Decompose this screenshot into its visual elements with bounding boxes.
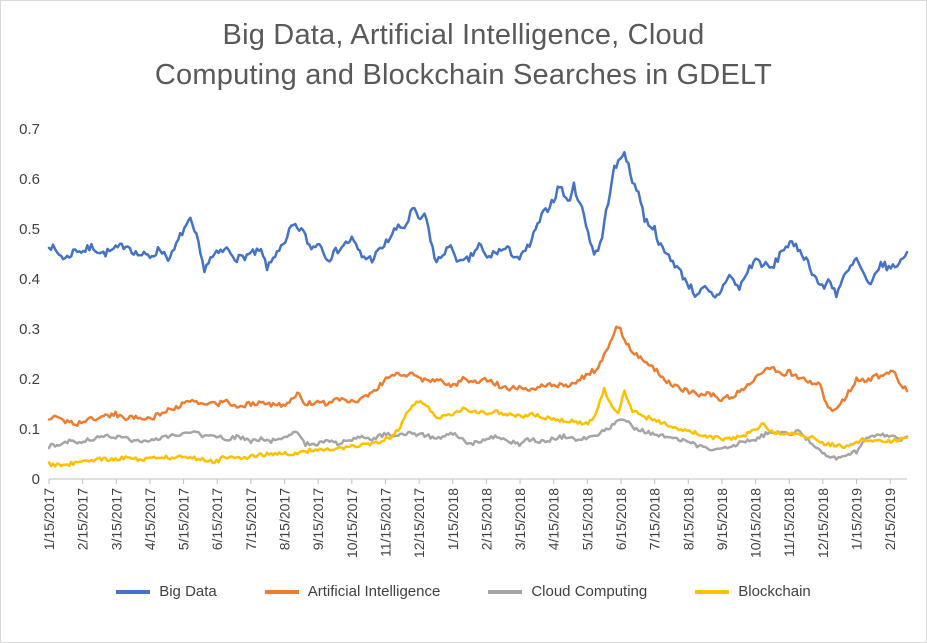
series-line-artificial-intelligence <box>47 325 909 427</box>
x-tick-label: 6/15/2017 <box>209 488 225 550</box>
x-tick-label: 7/15/2017 <box>243 488 259 550</box>
legend-line-swatch <box>488 589 523 594</box>
legend-label: Cloud Computing <box>531 583 648 600</box>
y-tick-label: 0.1 <box>19 421 40 438</box>
y-tick-label: 0.7 <box>19 121 40 138</box>
legend-label: Big Data <box>159 583 217 600</box>
chart-legend: Big Data Artificial Intelligence Cloud Com… <box>1 583 926 600</box>
x-tick-label: 8/15/2017 <box>277 488 293 550</box>
legend-item-cloud-computing: Cloud Computing <box>488 583 647 600</box>
series-line-blockchain <box>47 386 909 468</box>
x-tick-label: 3/15/2018 <box>512 488 528 550</box>
legend-item-blockchain: Blockchain <box>695 583 811 600</box>
legend-line-swatch <box>695 589 730 594</box>
x-tick-label: 9/15/2018 <box>714 488 730 550</box>
x-tick-label: 8/15/2018 <box>680 488 696 550</box>
x-tick-label: 10/15/2017 <box>344 488 360 558</box>
y-tick-label: 0.6 <box>19 171 40 188</box>
legend-item-big-data: Big Data <box>116 583 217 600</box>
x-tick-label: 5/15/2018 <box>579 488 595 550</box>
chart-title: Big Data, Artificial Intelligence, Cloud… <box>1 1 926 97</box>
x-tick-label: 12/15/2017 <box>411 488 427 558</box>
y-tick-label: 0.5 <box>19 221 40 238</box>
legend-line-swatch <box>264 589 299 594</box>
x-tick-label: 2/15/2017 <box>75 488 91 550</box>
y-tick-label: 0 <box>32 471 40 488</box>
y-tick-label: 0.4 <box>19 271 40 288</box>
series-line-big-data <box>47 150 909 299</box>
x-tick-label: 1/15/2018 <box>445 488 461 550</box>
x-tick-label: 4/15/2018 <box>546 488 562 550</box>
x-tick-label: 9/15/2017 <box>310 488 326 550</box>
x-tick-label: 7/15/2018 <box>647 488 663 550</box>
chart-title-line-1: Big Data, Artificial Intelligence, Cloud <box>222 19 705 51</box>
chart-title-line-2: Computing and Blockchain Searches in GDE… <box>154 59 773 91</box>
x-tick-label: 2/15/2019 <box>882 488 898 550</box>
y-tick-label: 0.3 <box>19 321 40 338</box>
line-chart-plot: 0 0.1 0.2 0.3 0.4 0.5 0.6 0.7 1/15/2017 2/15/2017… <box>19 121 909 558</box>
x-tick-label: 11/15/2018 <box>781 488 797 557</box>
y-tick-label: 0.2 <box>19 371 40 388</box>
x-tick-label: 2/15/2018 <box>478 488 494 550</box>
x-tick-label: 1/15/2019 <box>849 488 865 550</box>
x-tick-label: 5/15/2017 <box>176 488 192 550</box>
x-tick-label: 4/15/2017 <box>142 488 158 550</box>
series-line-cloud-computing <box>47 418 909 461</box>
x-tick-label: 1/15/2017 <box>41 488 57 550</box>
legend-label: Blockchain <box>738 583 811 600</box>
legend-label: Artificial Intelligence <box>307 583 441 600</box>
x-tick-label: 6/15/2018 <box>613 488 629 550</box>
x-tick-label: 11/15/2017 <box>378 488 394 557</box>
x-tick-label: 10/15/2018 <box>748 488 764 558</box>
x-tick-label: 12/15/2018 <box>815 488 831 558</box>
x-tick-label: 3/15/2017 <box>108 488 124 550</box>
legend-line-swatch <box>116 589 151 594</box>
legend-item-artificial-intelligence: Artificial Intelligence <box>264 583 441 600</box>
